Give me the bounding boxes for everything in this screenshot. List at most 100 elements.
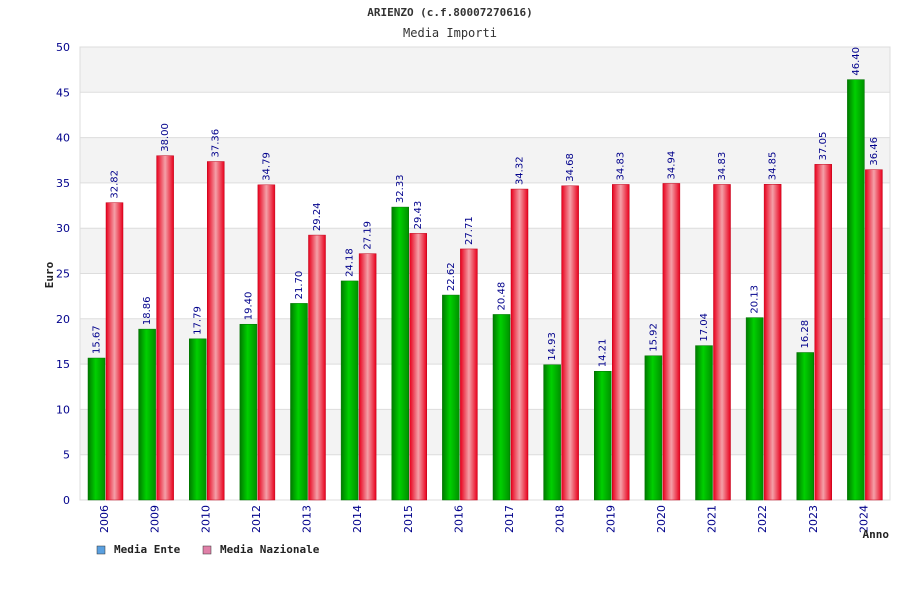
y-tick-label: 45: [56, 86, 70, 99]
x-tick-label: 2014: [351, 505, 364, 533]
bar-value-label: 15.92: [648, 323, 659, 352]
bar-value-label: 15.67: [92, 325, 103, 354]
bar-media-nazionale-2023: [814, 164, 832, 501]
x-tick-label: 2024: [857, 505, 870, 533]
bar-media-ente-2010: [189, 338, 207, 501]
y-tick-label: 35: [56, 177, 70, 190]
bar-media-nazionale-2010: [207, 161, 225, 501]
bar-value-label: 24.18: [345, 248, 356, 277]
bars: [87, 79, 883, 501]
bar-value-label: 14.93: [547, 332, 558, 361]
bar-value-label: 37.36: [211, 129, 222, 158]
bar-value-label: 46.40: [851, 47, 862, 76]
bar-value-label: 20.48: [497, 282, 508, 311]
bar-media-ente-2023: [796, 352, 814, 501]
bar-media-nazionale-2017: [510, 188, 529, 501]
bar-media-nazionale-2012: [257, 184, 276, 501]
bar-value-label: 34.79: [261, 152, 272, 181]
y-tick-label: 40: [56, 132, 70, 145]
bar-value-label: 34.83: [616, 152, 627, 181]
x-tick-label: 2016: [452, 505, 465, 533]
bar-media-ente-2015: [391, 206, 409, 501]
x-tick-label: 2023: [807, 505, 820, 533]
bar-value-label: 17.04: [699, 313, 710, 342]
bar-media-ente-2020: [644, 355, 663, 501]
bar-value-label: 14.21: [598, 339, 609, 368]
x-axis-title: Anno: [863, 528, 890, 541]
y-tick-label: 15: [56, 358, 70, 371]
x-tick-label: 2015: [402, 505, 415, 533]
bar-media-ente-2012: [239, 323, 258, 501]
legend-swatch-media-ente: [96, 545, 106, 555]
y-axis-title: Euro: [43, 261, 56, 288]
bar-media-nazionale-2024: [865, 169, 883, 501]
x-tick-label: 2022: [756, 505, 769, 533]
x-tick-label: 2012: [250, 505, 263, 533]
bar-value-label: 34.32: [515, 156, 526, 185]
bar-value-label: 34.94: [666, 151, 677, 180]
bar-media-ente-2016: [442, 294, 460, 501]
legend-swatch-media-nazionale: [202, 545, 212, 555]
bar-media-nazionale-2018: [561, 185, 579, 501]
bar-value-label: 19.40: [243, 292, 254, 321]
y-tick-label: 5: [63, 449, 70, 462]
bar-media-nazionale-2021: [713, 184, 731, 501]
bar-value-label: 34.85: [768, 152, 779, 181]
bar-value-label: 36.46: [869, 137, 880, 166]
x-tick-label: 2017: [503, 505, 516, 533]
y-tick-label: 25: [56, 268, 70, 281]
bar-value-label: 32.82: [110, 170, 121, 199]
bar-value-label: 18.86: [142, 296, 153, 325]
bar-media-nazionale-2006: [105, 202, 124, 501]
bar-value-label: 32.33: [395, 174, 406, 203]
bar-value-label: 34.83: [717, 152, 728, 181]
bar-media-ente-2009: [138, 328, 156, 501]
chart-subtitle: Media Importi: [403, 26, 497, 40]
legend-label-media-ente: Media Ente: [114, 543, 181, 556]
bar-value-label: 16.28: [800, 320, 811, 349]
bar-value-label: 37.05: [818, 132, 829, 161]
x-tick-label: 2013: [301, 505, 314, 533]
bar-value-label: 29.43: [413, 201, 424, 230]
bar-media-nazionale-2014: [358, 253, 377, 501]
bar-value-label: 27.71: [464, 216, 475, 245]
x-tick-label: 2019: [604, 505, 617, 533]
chart-title: ARIENZO (c.f.80007270616): [367, 6, 533, 19]
bar-media-ente-2021: [695, 345, 713, 501]
bar-media-nazionale-2016: [460, 248, 478, 501]
bar-value-label: 21.70: [294, 271, 305, 300]
x-tick-label: 2010: [199, 505, 212, 533]
bar-media-ente-2006: [87, 357, 106, 501]
bar-media-ente-2018: [543, 364, 561, 501]
bar-value-label: 38.00: [160, 123, 171, 152]
bar-value-label: 27.19: [363, 221, 374, 250]
x-tick-label: 2006: [98, 505, 111, 533]
bar-media-nazionale-2013: [308, 234, 326, 501]
y-tick-label: 30: [56, 222, 70, 235]
bar-media-ente-2013: [290, 303, 308, 501]
plot-band: [80, 47, 890, 93]
bar-value-label: 22.62: [446, 262, 457, 291]
bar-media-nazionale-2009: [156, 155, 174, 501]
bar-value-label: 17.79: [193, 306, 204, 335]
bar-media-nazionale-2020: [662, 183, 681, 501]
x-tick-label: 2009: [149, 505, 162, 533]
bar-value-label: 20.13: [750, 285, 761, 314]
bar-media-nazionale-2022: [763, 184, 782, 501]
x-tick-label: 2020: [655, 505, 668, 533]
bar-value-label: 29.24: [312, 202, 323, 231]
x-axis-ticks: 2006 2009 2010 2012 2013 2014 2015 2016 2017 2018…: [98, 505, 870, 533]
bar-media-nazionale-2019: [612, 184, 630, 501]
legend-label-media-nazionale: Media Nazionale: [220, 543, 320, 556]
y-tick-label: 0: [63, 494, 70, 507]
y-tick-label: 10: [56, 403, 70, 416]
x-tick-label: 2018: [554, 505, 567, 533]
legend: Media Ente Media Nazionale: [96, 543, 320, 556]
bar-media-nazionale-2015: [409, 233, 427, 501]
bar-value-label: 34.68: [565, 153, 576, 182]
y-tick-label: 20: [56, 313, 70, 326]
plot-band: [80, 92, 890, 138]
y-tick-label: 50: [56, 41, 70, 54]
bar-media-ente-2022: [745, 317, 764, 501]
